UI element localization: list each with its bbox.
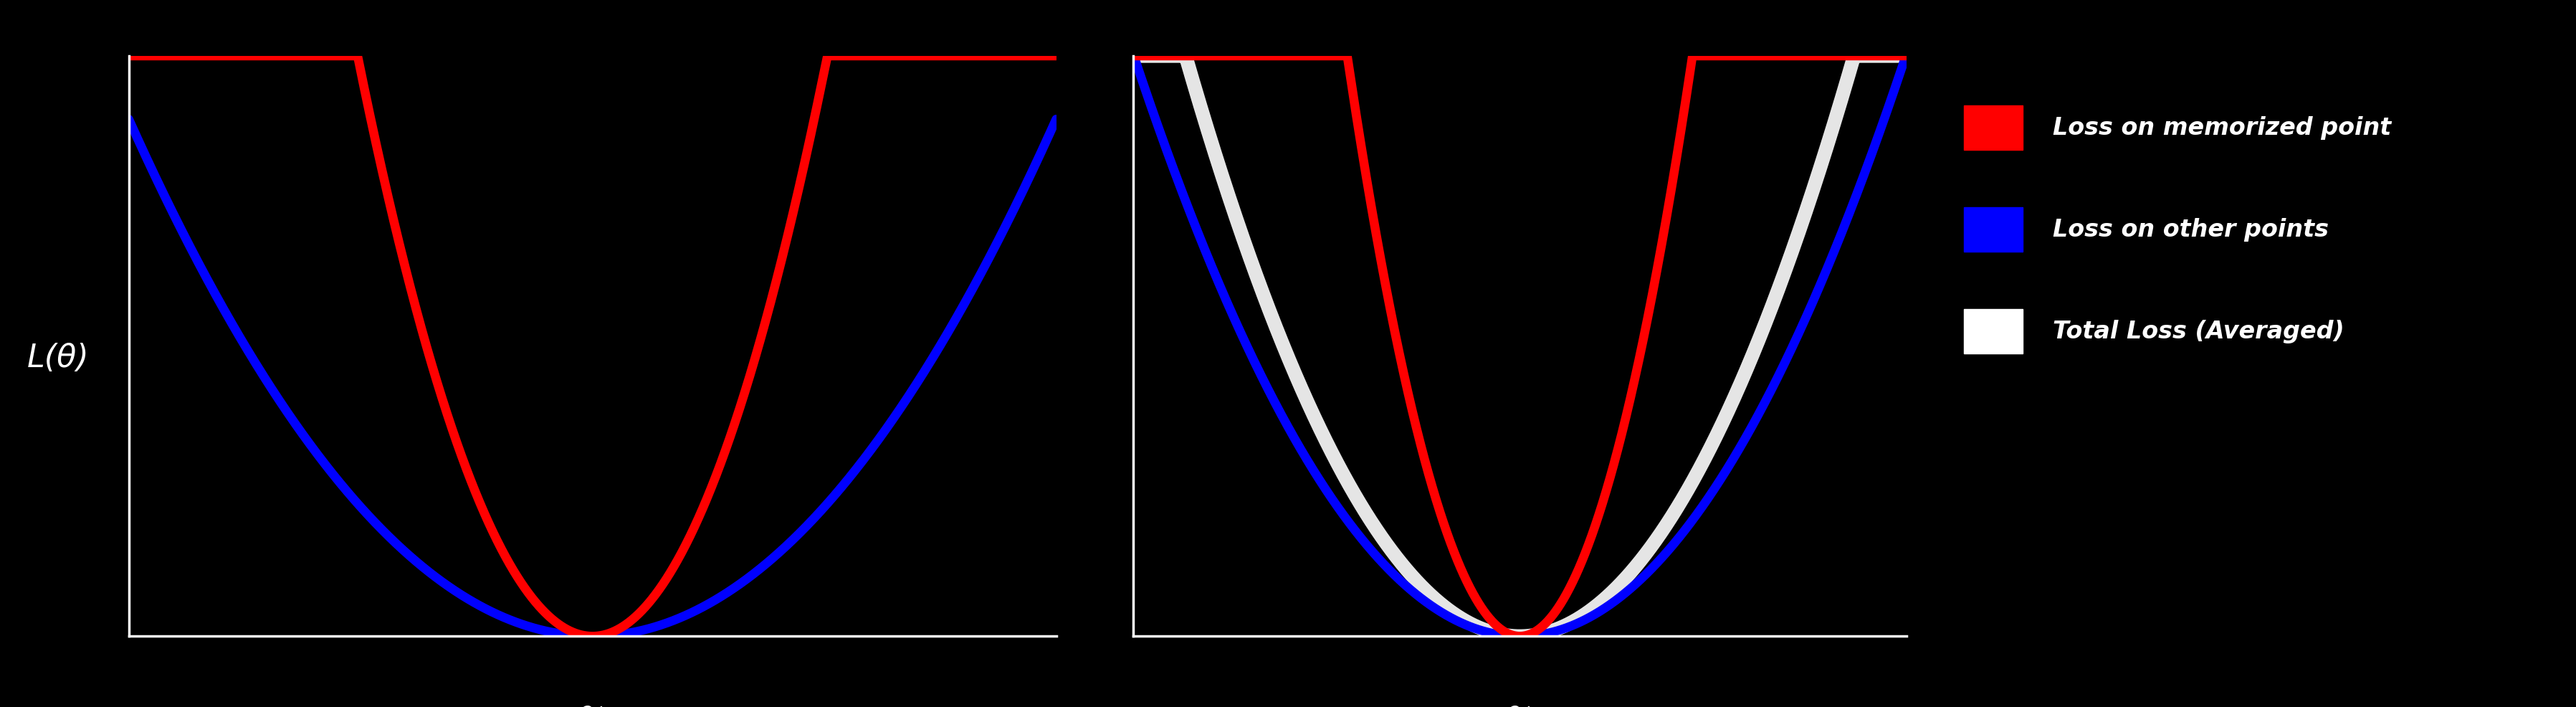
Text: Total Loss (Averaged): Total Loss (Averaged) xyxy=(2053,320,2344,344)
Text: L(θ): L(θ) xyxy=(26,343,90,373)
Text: θ*: θ* xyxy=(577,705,608,707)
FancyBboxPatch shape xyxy=(1963,310,2022,354)
FancyBboxPatch shape xyxy=(1963,105,2022,151)
FancyBboxPatch shape xyxy=(1963,208,2022,252)
Text: Loss on other points: Loss on other points xyxy=(2053,218,2329,242)
Text: θ*: θ* xyxy=(1504,705,1535,707)
Text: Loss on memorized point: Loss on memorized point xyxy=(2053,116,2391,140)
